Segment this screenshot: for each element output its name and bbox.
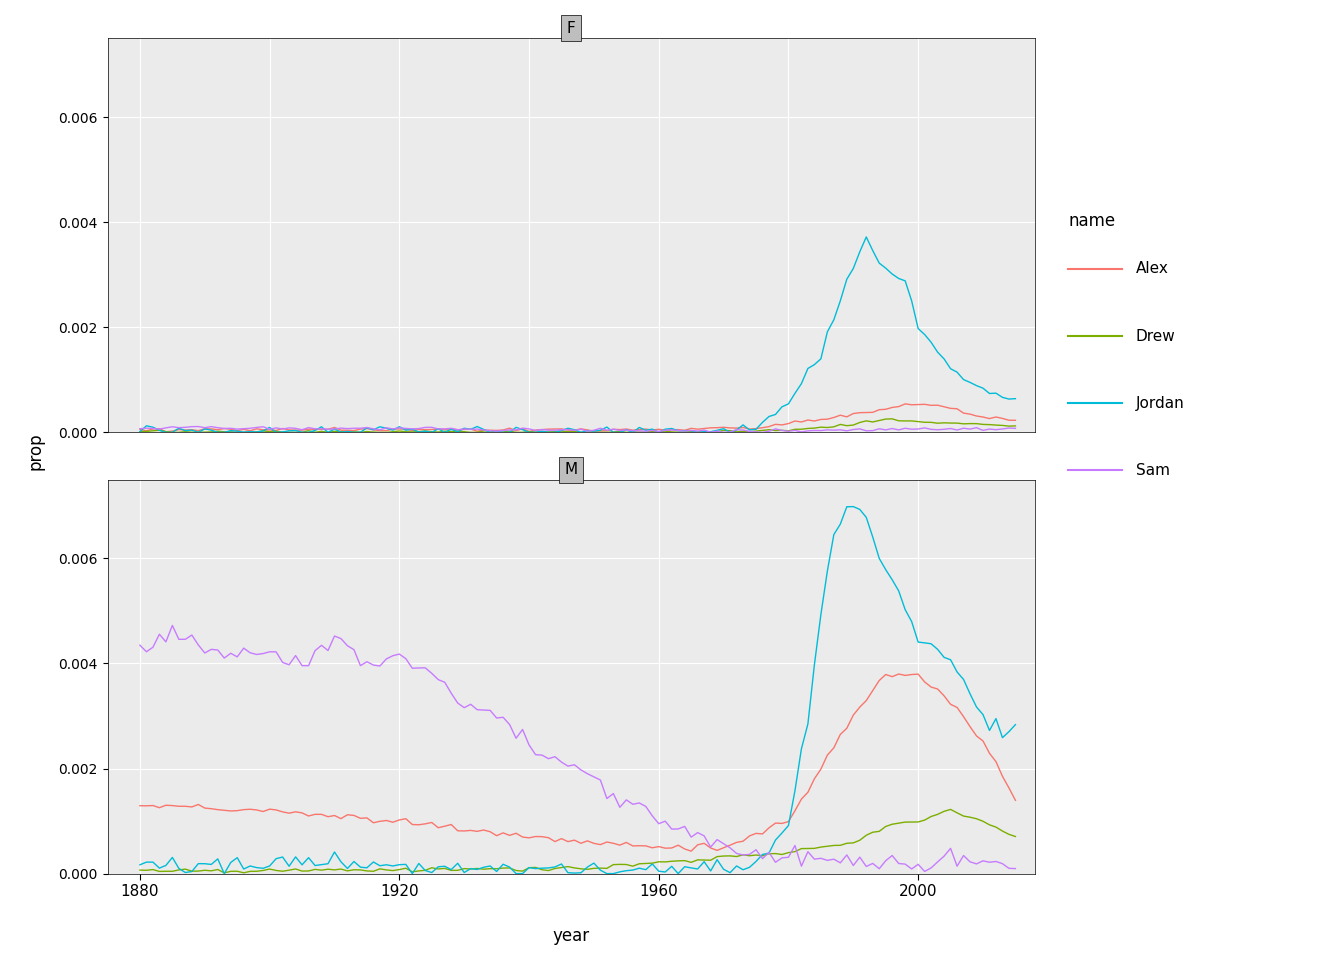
Sam — [859, 425, 875, 437]
Drew — [242, 426, 258, 438]
Alex — [132, 423, 148, 435]
Alex — [896, 398, 913, 410]
Alex — [1008, 415, 1024, 426]
Sam — [242, 422, 258, 434]
Text: Jordan: Jordan — [1136, 396, 1184, 411]
Alex — [845, 408, 862, 420]
Drew — [1008, 830, 1024, 842]
Sam — [476, 705, 492, 716]
Line: Jordan: Jordan — [140, 237, 1016, 432]
Line: Alex: Alex — [140, 404, 1016, 432]
Sam — [191, 420, 207, 432]
Line: Sam: Sam — [140, 426, 1016, 432]
Jordan — [1008, 393, 1024, 404]
Title: M: M — [564, 462, 578, 477]
Line: Alex: Alex — [140, 674, 1016, 852]
Sam — [1008, 422, 1024, 434]
Alex — [476, 424, 492, 436]
Sam — [476, 424, 492, 436]
Alex — [859, 695, 875, 707]
Text: Sam: Sam — [1136, 463, 1169, 478]
Drew — [476, 425, 492, 437]
Jordan — [852, 504, 868, 516]
Drew — [884, 413, 900, 424]
Sam — [852, 852, 868, 863]
Text: Alex: Alex — [1136, 261, 1168, 276]
Alex — [852, 407, 868, 419]
Alex — [1008, 795, 1024, 806]
Line: Drew: Drew — [140, 419, 1016, 432]
Jordan — [132, 426, 148, 438]
Drew — [845, 837, 862, 849]
Jordan — [476, 423, 492, 435]
Alex — [969, 410, 985, 421]
Sam — [132, 639, 148, 651]
Jordan — [476, 861, 492, 873]
Alex — [852, 702, 868, 713]
Text: name: name — [1068, 212, 1116, 229]
Alex — [242, 425, 258, 437]
Sam — [864, 425, 880, 437]
Sam — [969, 858, 985, 870]
Sam — [242, 647, 258, 659]
Text: Drew: Drew — [1136, 328, 1176, 344]
Sam — [917, 866, 933, 877]
Alex — [859, 407, 875, 419]
Jordan — [859, 231, 875, 243]
Jordan — [157, 426, 173, 438]
Jordan — [845, 263, 862, 275]
Line: Drew: Drew — [140, 809, 1016, 873]
Sam — [969, 421, 985, 433]
Jordan — [845, 501, 862, 513]
Line: Jordan: Jordan — [140, 507, 1016, 874]
Drew — [171, 426, 187, 438]
Text: prop: prop — [27, 432, 44, 470]
Drew — [852, 834, 868, 846]
Drew — [242, 866, 258, 877]
Alex — [157, 426, 173, 438]
Drew — [476, 863, 492, 875]
Drew — [942, 804, 958, 815]
Sam — [1008, 863, 1024, 875]
Jordan — [242, 426, 258, 438]
Jordan — [242, 860, 258, 872]
Alex — [469, 826, 485, 837]
Drew — [132, 426, 148, 438]
Alex — [683, 846, 699, 857]
Jordan — [969, 380, 985, 392]
Alex — [235, 804, 251, 815]
Drew — [845, 420, 862, 431]
Alex — [845, 709, 862, 721]
Jordan — [969, 701, 985, 712]
Text: year: year — [552, 926, 590, 945]
Alex — [969, 731, 985, 742]
Line: Sam: Sam — [140, 626, 1016, 872]
Drew — [1008, 420, 1024, 432]
Drew — [132, 864, 148, 876]
Sam — [859, 861, 875, 873]
Jordan — [864, 531, 880, 542]
Alex — [891, 668, 907, 680]
Jordan — [1008, 719, 1024, 731]
Drew — [216, 867, 233, 878]
Alex — [132, 800, 148, 811]
Title: F: F — [567, 21, 575, 36]
Drew — [969, 813, 985, 825]
Sam — [132, 423, 148, 435]
Drew — [859, 829, 875, 841]
Sam — [754, 426, 770, 438]
Jordan — [132, 859, 148, 871]
Jordan — [216, 868, 233, 879]
Drew — [969, 418, 985, 429]
Sam — [852, 423, 868, 435]
Jordan — [859, 512, 875, 523]
Jordan — [864, 245, 880, 256]
Sam — [164, 620, 180, 632]
Drew — [859, 415, 875, 426]
Sam — [845, 860, 862, 872]
Drew — [852, 417, 868, 428]
Jordan — [852, 246, 868, 257]
